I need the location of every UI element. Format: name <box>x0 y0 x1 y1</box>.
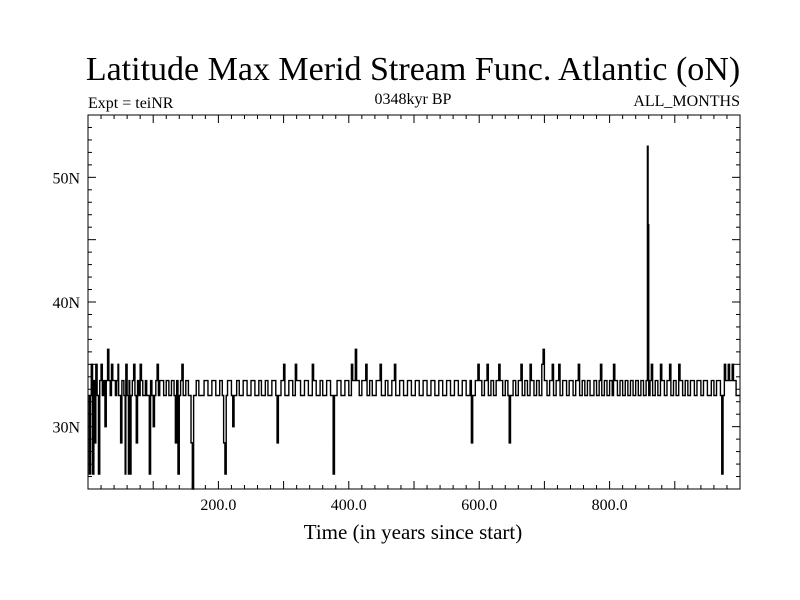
major-ticks <box>88 115 740 489</box>
x-axis-label: Time (in years since start) <box>304 520 523 544</box>
plot-frame <box>87 114 741 490</box>
minor-ticks <box>88 115 740 489</box>
series-line <box>88 145 740 490</box>
chart-title: Latitude Max Merid Stream Func. Atlantic… <box>86 51 740 88</box>
x-tick-labels: 200.0 400.0 600.0 800.0 <box>200 497 627 514</box>
x-tick-label: 600.0 <box>461 497 497 514</box>
y-tick-label: 40N <box>52 295 80 312</box>
x-tick-label: 400.0 <box>331 497 367 514</box>
y-tick-labels: 30N 40N 50N <box>52 170 80 436</box>
x-tick-label: 800.0 <box>592 497 628 514</box>
y-tick-label: 50N <box>52 170 80 187</box>
chart-subtitle-right: ALL_MONTHS <box>633 93 740 110</box>
chart-subtitle-center: 0348kyr BP <box>375 91 452 108</box>
chart-subtitle-left: Expt = teiNR <box>88 95 174 112</box>
x-tick-label: 200.0 <box>200 497 236 514</box>
y-tick-label: 30N <box>52 420 80 437</box>
